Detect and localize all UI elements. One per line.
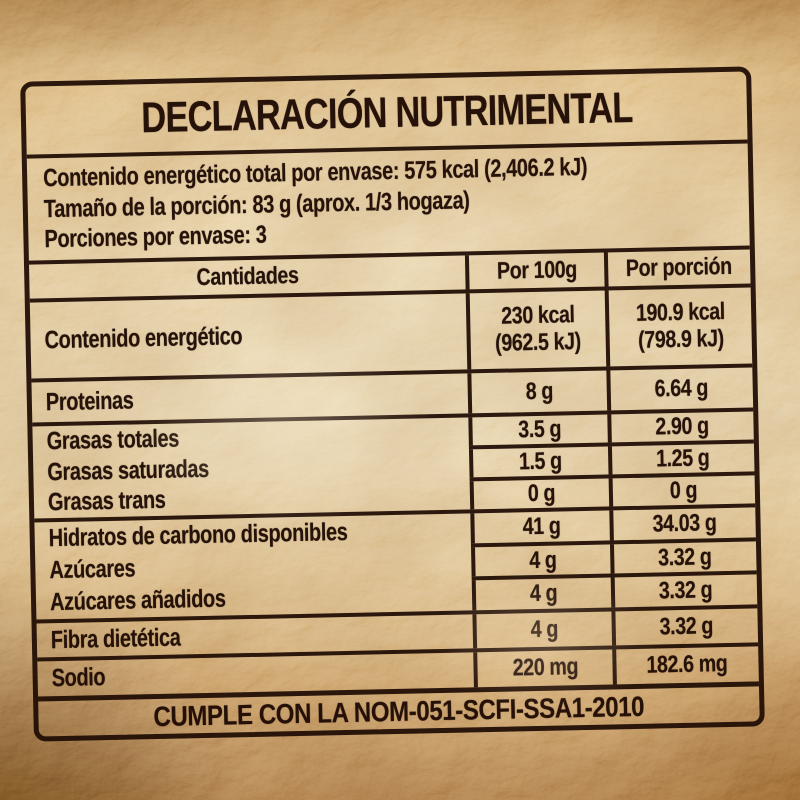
cell-hidratos-per100g: 41 g — [470, 510, 610, 544]
cell-fibra-per-portion: 3.32 g — [611, 608, 759, 646]
cell-grasas-saturadas-per-portion: 1.25 g — [607, 443, 755, 475]
label-title: DECLARACIÓN NUTRIMENTAL — [140, 83, 633, 142]
group-grasas: Grasas totales Grasas saturadas Grasas t… — [32, 407, 756, 519]
group-hidratos-labels: Hidratos de carbono disponibles Azúcares… — [34, 513, 472, 619]
cell-hidratos-per-portion: 34.03 g — [608, 507, 756, 541]
group-hidratos: Hidratos de carbono disponibles Azúcares… — [34, 503, 758, 620]
header-por-porcion: Por porción — [603, 249, 751, 287]
cell-grasas-totales-per100g: 3.5 g — [468, 414, 608, 446]
cell-proteinas-per-portion: 6.64 g — [605, 367, 754, 411]
cell-grasas-trans-per-portion: 0 g — [608, 475, 756, 507]
cell-sodio-per-portion: 182.6 mg — [611, 646, 759, 685]
cell-azucares-per-portion: 3.32 g — [609, 541, 757, 574]
header-por-100g: Por 100g — [465, 252, 605, 290]
group-grasas-values: 3.5 g 2.90 g 1.5 g 1.25 g 0 g 0 g — [468, 411, 756, 510]
label-summary: Contenido energético total por envase: 5… — [27, 144, 750, 261]
cell-sodio-per100g: 220 mg — [473, 649, 613, 688]
row-contenido-energetico: Contenido energético 230 kcal (962.5 kJ)… — [29, 283, 753, 379]
cell-energy-name: Contenido energético — [44, 321, 243, 354]
footer-norm-text: CUMPLE CON LA NOM-051-SCFI-SSA1-2010 — [153, 690, 645, 732]
cell-azucares-per100g: 4 g — [471, 544, 611, 577]
group-grasas-labels: Grasas totales Grasas saturadas Grasas t… — [32, 417, 470, 518]
cell-grasas-trans-per100g: 0 g — [469, 478, 609, 510]
cell-proteinas-per100g: 8 g — [467, 370, 607, 414]
cell-azucares-anadidos-per-portion: 3.32 g — [610, 574, 758, 608]
cell-energy-per-portion: 190.9 kcal (798.9 kJ) — [604, 287, 753, 367]
cell-grasas-totales-per-portion: 2.90 g — [606, 411, 754, 443]
cell-fibra-per100g: 4 g — [472, 611, 612, 649]
cell-grasas-saturadas-per100g: 1.5 g — [469, 446, 609, 478]
cell-energy-per100g: 230 kcal (962.5 kJ) — [465, 290, 606, 370]
group-hidratos-values: 41 g 34.03 g 4 g 3.32 g 4 g 3.32 g — [470, 507, 758, 611]
cell-azucares-anadidos-per100g: 4 g — [471, 577, 611, 611]
nutrition-label: DECLARACIÓN NUTRIMENTAL Contenido energé… — [20, 66, 765, 742]
